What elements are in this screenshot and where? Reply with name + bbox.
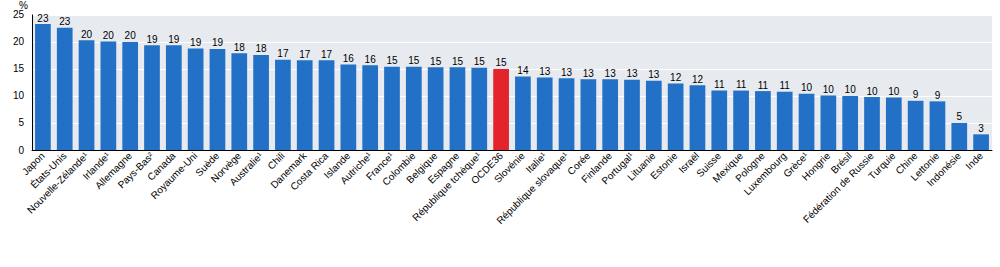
svg-text:10: 10 xyxy=(845,84,857,95)
svg-text:Danemark: Danemark xyxy=(268,150,309,191)
svg-text:20: 20 xyxy=(81,29,93,40)
svg-text:11: 11 xyxy=(714,79,725,90)
svg-text:13: 13 xyxy=(605,68,617,79)
svg-text:Norvège: Norvège xyxy=(208,150,244,185)
svg-text:16: 16 xyxy=(365,54,377,65)
svg-text:Australie¹: Australie¹ xyxy=(227,150,265,188)
svg-text:10: 10 xyxy=(888,86,900,97)
svg-text:Allemagne: Allemagne xyxy=(92,150,135,192)
svg-text:17: 17 xyxy=(277,48,289,59)
svg-text:15: 15 xyxy=(452,56,464,67)
svg-text:Suisse: Suisse xyxy=(694,150,724,180)
svg-text:11: 11 xyxy=(736,79,747,90)
svg-text:15: 15 xyxy=(408,55,420,66)
svg-text:3: 3 xyxy=(978,123,984,134)
svg-text:Suède: Suède xyxy=(193,150,222,179)
svg-text:10: 10 xyxy=(13,90,25,101)
svg-text:Pologne: Pologne xyxy=(733,150,767,184)
svg-text:Finlande: Finlande xyxy=(579,150,615,185)
svg-text:16: 16 xyxy=(343,53,355,64)
svg-text:Nouvelle-Zélande¹: Nouvelle-Zélande¹ xyxy=(25,150,91,216)
svg-text:Lituanie: Lituanie xyxy=(625,150,658,183)
svg-text:Luxembourg: Luxembourg xyxy=(742,150,789,197)
svg-text:13: 13 xyxy=(626,68,638,79)
svg-text:5: 5 xyxy=(956,111,962,122)
svg-text:5: 5 xyxy=(18,117,24,128)
svg-text:9: 9 xyxy=(935,90,941,101)
svg-text:9: 9 xyxy=(913,89,919,100)
svg-text:15: 15 xyxy=(430,56,442,67)
svg-text:10: 10 xyxy=(801,82,813,93)
svg-text:Royaume-Uni: Royaume-Uni xyxy=(149,150,200,201)
svg-text:13: 13 xyxy=(583,68,595,79)
svg-text:Turquie: Turquie xyxy=(866,150,898,182)
svg-text:13: 13 xyxy=(561,67,573,78)
svg-text:Grèce¹: Grèce¹ xyxy=(781,150,811,180)
svg-text:Costa Rica: Costa Rica xyxy=(288,150,331,193)
svg-text:Chine: Chine xyxy=(893,150,920,177)
svg-text:12: 12 xyxy=(692,74,704,85)
svg-text:13: 13 xyxy=(539,66,551,77)
svg-text:Hongrie: Hongrie xyxy=(800,150,833,183)
svg-text:Mexique: Mexique xyxy=(710,150,745,185)
svg-text:12: 12 xyxy=(670,72,682,83)
svg-text:23: 23 xyxy=(37,13,49,24)
svg-text:Autriche¹: Autriche¹ xyxy=(338,150,375,187)
svg-text:17: 17 xyxy=(321,49,333,60)
svg-text:18: 18 xyxy=(256,43,268,54)
svg-text:Portugal¹: Portugal¹ xyxy=(599,150,636,187)
svg-text:15: 15 xyxy=(496,57,508,68)
svg-text:Slovénie: Slovénie xyxy=(492,150,527,185)
svg-text:20: 20 xyxy=(13,36,25,47)
svg-text:0: 0 xyxy=(18,145,24,156)
svg-text:Inde: Inde xyxy=(963,150,985,172)
svg-text:19: 19 xyxy=(212,37,224,48)
svg-text:Estonie: Estonie xyxy=(648,150,680,182)
svg-text:Israël: Israël xyxy=(676,150,702,176)
svg-text:20: 20 xyxy=(103,30,115,41)
svg-text:Fédération de Russie: Fédération de Russie xyxy=(801,150,876,225)
svg-text:États-Unis: États-Unis xyxy=(28,150,69,191)
svg-text:15: 15 xyxy=(386,55,398,66)
svg-text:19: 19 xyxy=(190,37,202,48)
svg-text:Chili: Chili xyxy=(265,150,287,172)
svg-text:20: 20 xyxy=(125,30,137,41)
svg-text:15: 15 xyxy=(13,63,25,74)
svg-text:Belgique: Belgique xyxy=(404,150,440,186)
svg-text:18: 18 xyxy=(234,42,246,53)
svg-text:19: 19 xyxy=(168,34,180,45)
svg-text:10: 10 xyxy=(866,86,878,97)
svg-text:Espagne: Espagne xyxy=(425,150,462,186)
svg-text:République tchèque¹: République tchèque¹ xyxy=(410,150,483,223)
svg-text:14: 14 xyxy=(517,65,529,76)
svg-text:Islande: Islande xyxy=(321,150,353,181)
svg-text:Colombie: Colombie xyxy=(380,150,418,188)
svg-text:17: 17 xyxy=(299,49,311,60)
svg-text:19: 19 xyxy=(146,34,158,45)
svg-text:Indonésie: Indonésie xyxy=(925,150,964,189)
svg-text:10: 10 xyxy=(823,84,835,95)
svg-text:OCDE36: OCDE36 xyxy=(469,150,505,187)
svg-text:Irlande¹: Irlande¹ xyxy=(80,150,113,182)
svg-text:23: 23 xyxy=(59,16,71,27)
svg-text:15: 15 xyxy=(474,56,486,67)
svg-text:Italie¹: Italie¹ xyxy=(523,150,549,176)
svg-text:Corée: Corée xyxy=(565,150,593,178)
svg-text:11: 11 xyxy=(758,80,769,91)
svg-text:Lettonie: Lettonie xyxy=(908,150,942,183)
svg-text:13: 13 xyxy=(648,69,660,80)
svg-text:Canada: Canada xyxy=(145,150,178,183)
svg-text:République slovaque¹: République slovaque¹ xyxy=(494,150,571,227)
svg-text:Pays-Bas²: Pays-Bas² xyxy=(115,150,156,191)
svg-text:25: 25 xyxy=(13,9,25,20)
svg-text:Japon: Japon xyxy=(19,150,47,178)
svg-text:11: 11 xyxy=(780,80,791,91)
svg-text:Brésil: Brésil xyxy=(828,150,855,176)
svg-text:France¹: France¹ xyxy=(363,150,396,183)
